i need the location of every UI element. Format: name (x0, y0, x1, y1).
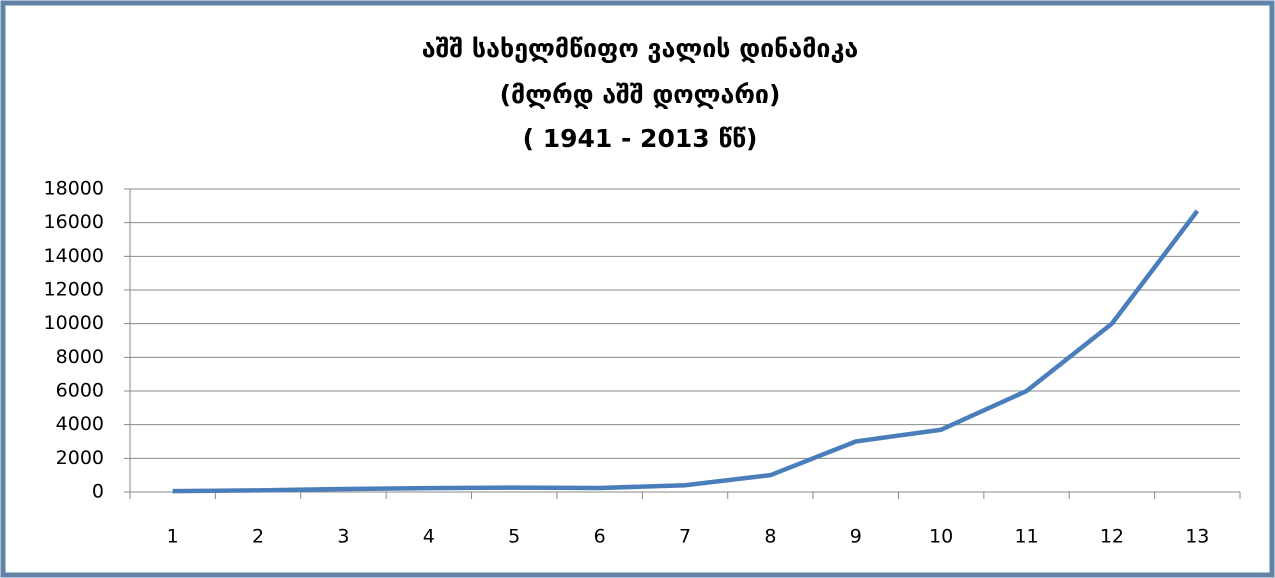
y-tick-label: 0 (92, 481, 104, 503)
y-tick-label: 8000 (56, 346, 104, 368)
x-tick-label: 6 (594, 526, 606, 548)
y-tick-label: 2000 (56, 447, 104, 469)
y-tick-label: 18000 (44, 178, 104, 200)
x-tick-label: 11 (1014, 526, 1038, 548)
x-tick-label: 2 (252, 526, 264, 548)
data-line (172, 209, 1200, 494)
chart-title: ( 1941 - 2013 წწ) (523, 124, 758, 153)
chart-title: (მლრდ აშშ დოლარი) (500, 80, 781, 109)
x-tick-label: 8 (764, 526, 776, 548)
chart-title: აშშ სახელმწიფო ვალის დინამიკა (422, 34, 859, 63)
y-tick-label: 10000 (44, 312, 104, 334)
x-tick-label: 13 (1185, 526, 1209, 548)
y-tick-label: 14000 (44, 245, 104, 267)
x-tick-label: 7 (679, 526, 691, 548)
x-tick-label: 5 (508, 526, 520, 548)
x-tick-label: 10 (929, 526, 953, 548)
y-tick-label: 16000 (44, 211, 104, 233)
y-tick-label: 6000 (56, 380, 104, 402)
x-tick-label: 4 (423, 526, 435, 548)
y-tick-label: 4000 (56, 413, 104, 435)
x-tick-label: 1 (167, 526, 179, 548)
x-tick-label: 9 (850, 526, 862, 548)
y-tick-label: 12000 (44, 279, 104, 301)
x-tick-label: 3 (337, 526, 349, 548)
x-tick-label: 12 (1100, 526, 1124, 548)
